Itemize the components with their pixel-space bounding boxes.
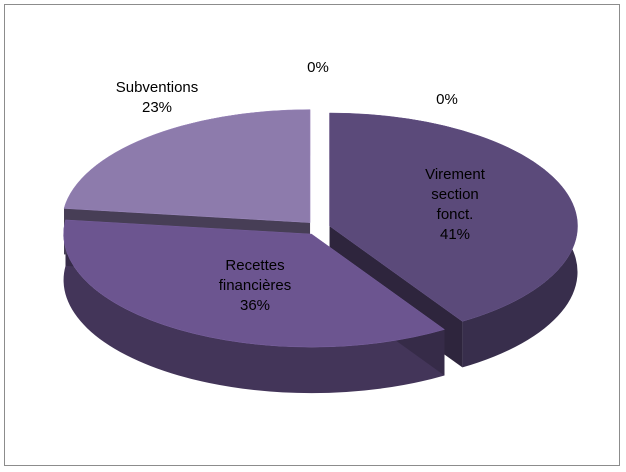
data-label: Recettes financières 36% xyxy=(200,256,310,316)
category-label: Virement section fonct. xyxy=(425,166,485,223)
value-label: 23% xyxy=(141,99,173,116)
value-label: 36% xyxy=(239,297,271,314)
slice xyxy=(329,112,578,322)
category-label: Subventions xyxy=(115,79,199,96)
value-label: 0% xyxy=(307,59,329,76)
slice xyxy=(63,219,446,348)
value-label: 41% xyxy=(439,226,471,243)
slice xyxy=(63,109,311,223)
slice-side xyxy=(63,219,445,394)
value-label: 0% xyxy=(436,91,458,108)
chart-frame xyxy=(4,4,620,466)
data-label: 0% xyxy=(263,58,373,78)
category-label: Recettes financières xyxy=(218,257,292,294)
data-label: 0% xyxy=(392,90,502,110)
data-label: Virement section fonct. 41% xyxy=(400,165,510,245)
slice-tops xyxy=(63,109,578,348)
data-label: Subventions 23% xyxy=(102,78,212,118)
